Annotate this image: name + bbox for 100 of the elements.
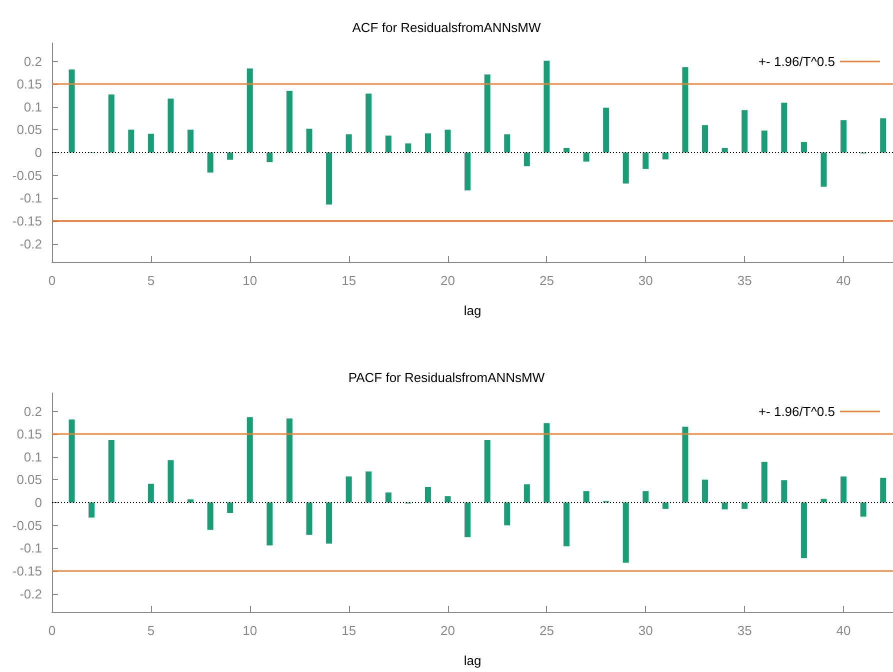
bar bbox=[385, 492, 392, 502]
legend-label: +- 1.96/T^0.5 bbox=[758, 404, 835, 419]
bar bbox=[326, 502, 332, 544]
x-tick-label: 25 bbox=[539, 623, 554, 638]
bar bbox=[880, 478, 886, 502]
y-tick-label: -0.05 bbox=[12, 518, 42, 533]
bar bbox=[722, 148, 728, 152]
y-tick-label: 0.15 bbox=[16, 426, 42, 442]
y-tick-label: -0.15 bbox=[12, 213, 42, 228]
bar bbox=[227, 502, 234, 513]
x-axis-title: lag bbox=[464, 653, 482, 668]
bar bbox=[642, 491, 649, 502]
bar bbox=[424, 133, 431, 152]
y-tick-label: 0 bbox=[34, 495, 42, 510]
x-tick-label: 20 bbox=[440, 273, 455, 288]
x-tick-label: 15 bbox=[342, 623, 356, 638]
bar bbox=[820, 498, 827, 502]
x-tick-label: 30 bbox=[638, 623, 653, 638]
x-tick-label: 35 bbox=[737, 623, 752, 638]
y-tick-label: 0.05 bbox=[16, 122, 42, 138]
bar bbox=[306, 502, 312, 535]
bar bbox=[326, 152, 332, 205]
bar bbox=[563, 502, 570, 546]
bar bbox=[168, 460, 174, 502]
bar bbox=[128, 130, 134, 152]
y-tick-label: -0.15 bbox=[12, 563, 42, 578]
y-tick-label: 0.15 bbox=[16, 76, 42, 92]
bar bbox=[781, 102, 788, 152]
bar bbox=[840, 120, 847, 152]
bar bbox=[544, 60, 550, 152]
bar bbox=[622, 152, 629, 184]
y-tick-label: -0.05 bbox=[12, 168, 42, 183]
bar bbox=[563, 148, 570, 152]
x-tick-label: 25 bbox=[539, 273, 554, 288]
bar bbox=[108, 440, 114, 502]
bar bbox=[148, 484, 154, 502]
bar bbox=[504, 134, 510, 152]
bar bbox=[504, 502, 510, 526]
bar bbox=[524, 484, 530, 502]
bar bbox=[840, 476, 847, 502]
bar bbox=[880, 118, 886, 152]
bar bbox=[346, 476, 352, 502]
bar bbox=[761, 130, 768, 152]
bar bbox=[484, 74, 490, 152]
x-tick-label: 40 bbox=[836, 623, 851, 638]
x-tick-label: 35 bbox=[737, 273, 752, 288]
bar bbox=[524, 152, 530, 166]
bar bbox=[385, 136, 392, 152]
bar bbox=[207, 502, 214, 530]
y-tick-label: 0.1 bbox=[24, 99, 42, 114]
y-tick-label: 0.05 bbox=[16, 472, 42, 488]
bar bbox=[622, 502, 629, 563]
bar bbox=[286, 90, 292, 152]
bar bbox=[702, 480, 708, 502]
bar bbox=[306, 128, 312, 152]
bar bbox=[662, 502, 668, 509]
bar bbox=[722, 502, 728, 510]
bar bbox=[761, 462, 768, 502]
bar bbox=[366, 471, 372, 502]
bar bbox=[207, 152, 214, 173]
bar bbox=[346, 134, 352, 152]
bar bbox=[702, 125, 708, 152]
bar bbox=[266, 152, 273, 162]
y-tick-label: -0.2 bbox=[20, 586, 42, 602]
bar bbox=[800, 142, 807, 152]
bar bbox=[88, 502, 95, 518]
bar bbox=[484, 440, 490, 502]
bar bbox=[68, 69, 75, 152]
x-tick-label: 0 bbox=[48, 623, 56, 638]
bar bbox=[246, 417, 253, 502]
bar bbox=[148, 134, 154, 152]
x-tick-label: 30 bbox=[638, 273, 653, 288]
x-tick-label: 10 bbox=[242, 273, 258, 288]
bar bbox=[642, 152, 649, 169]
bar bbox=[544, 423, 550, 502]
x-tick-label: 20 bbox=[440, 623, 455, 638]
bar bbox=[444, 130, 451, 152]
y-tick-label: -0.1 bbox=[20, 540, 42, 556]
x-tick-label: 0 bbox=[48, 273, 56, 288]
x-tick-label: 40 bbox=[836, 273, 851, 288]
bar bbox=[227, 152, 234, 160]
y-tick-label: 0.1 bbox=[24, 449, 42, 464]
x-tick-label: 5 bbox=[147, 273, 155, 288]
legend-label: +- 1.96/T^0.5 bbox=[758, 54, 835, 69]
bar bbox=[168, 98, 174, 152]
bar bbox=[682, 426, 688, 502]
bar bbox=[464, 502, 471, 538]
x-tick-label: 10 bbox=[242, 623, 258, 638]
bar bbox=[464, 152, 471, 190]
bar bbox=[742, 502, 748, 509]
y-tick-label: -0.2 bbox=[20, 236, 42, 252]
bar bbox=[286, 418, 292, 502]
bar bbox=[266, 502, 273, 546]
bar bbox=[820, 152, 827, 187]
bar bbox=[860, 502, 866, 517]
bar bbox=[246, 68, 253, 152]
x-axis-title: lag bbox=[464, 303, 482, 318]
y-tick-label: 0 bbox=[34, 145, 42, 160]
chart-title: ACF for ResidualsfromANNsMW bbox=[352, 20, 542, 35]
x-tick-label: 15 bbox=[342, 273, 356, 288]
